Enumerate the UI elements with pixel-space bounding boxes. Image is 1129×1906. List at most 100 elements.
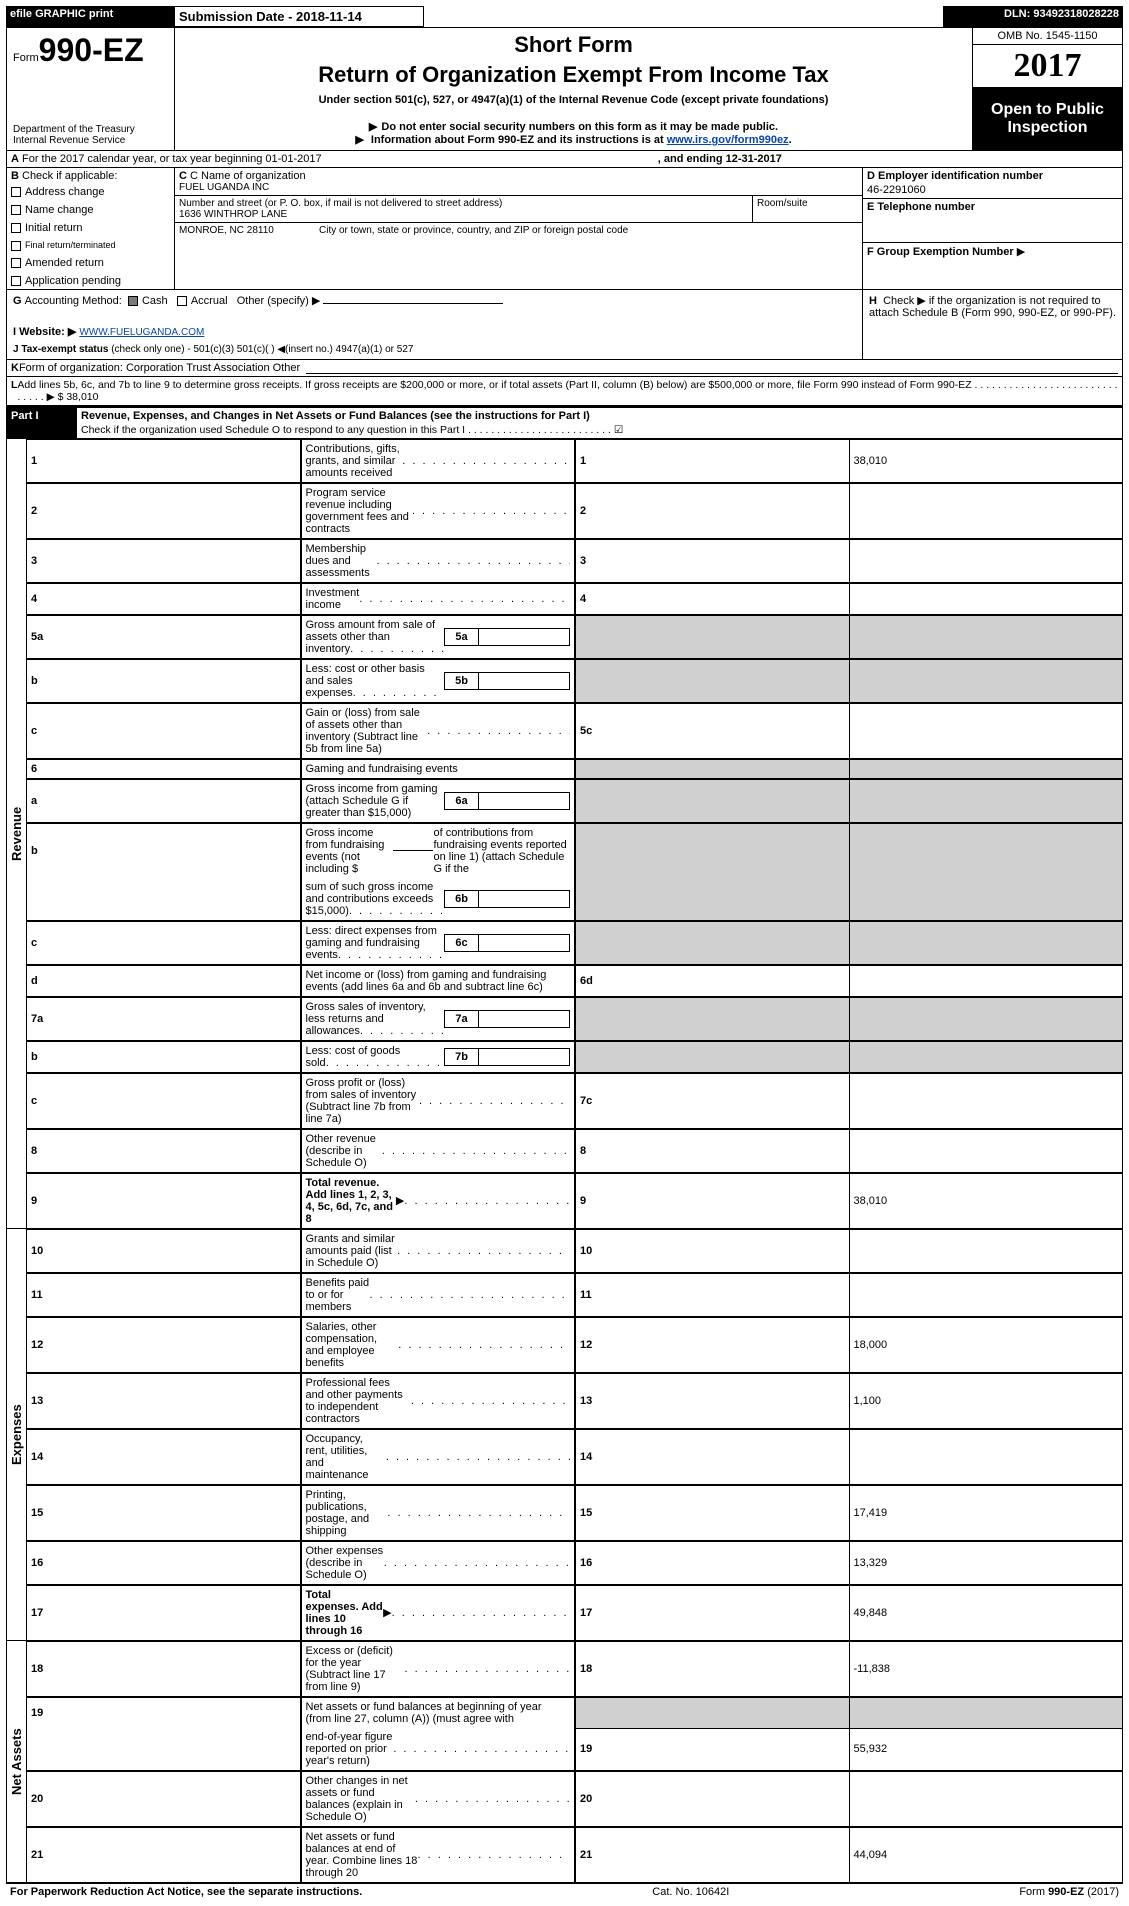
line-7b-val-gray — [850, 1041, 1124, 1073]
line-6b-amount-input[interactable] — [393, 850, 433, 851]
line-20-desc: Other changes in net assets or fund bala… — [306, 1775, 415, 1823]
footer-right: Form 990-EZ (2017) — [1019, 1886, 1119, 1898]
omb-number: OMB No. 1545-1150 — [973, 28, 1122, 45]
line-13-desc: Professional fees and other payments to … — [306, 1377, 411, 1425]
line-9-desc: Total revenue. Add lines 1, 2, 3, 4, 5c,… — [306, 1177, 396, 1225]
line-3-desc: Membership dues and assessments — [306, 543, 377, 579]
section-h: H Check ▶ if the organization is not req… — [862, 290, 1122, 359]
line-6b-no: b — [26, 823, 301, 878]
line-13-val: 1,100 — [850, 1373, 1124, 1429]
line-6b-desc-post: of contributions from fundraising events… — [433, 827, 570, 875]
line-6b-desc2: sum of such gross income and contributio… — [306, 881, 434, 917]
line-19-no: 19 — [26, 1697, 301, 1728]
line-7c-no: c — [26, 1073, 301, 1129]
section-k: K Form of organization: Corporation Trus… — [6, 360, 1123, 377]
checkbox-accrual[interactable] — [177, 296, 187, 306]
h-text: Check ▶ if the organization is not requi… — [869, 295, 1116, 319]
line-4-desc: Investment income — [306, 587, 360, 611]
line-5c-val — [850, 703, 1124, 759]
line-5a-midval — [479, 629, 569, 645]
line-6c-val-gray — [850, 921, 1124, 965]
checkbox-address-change[interactable]: Address change — [11, 186, 170, 198]
expenses-section: Expenses 10Grants and similar amounts pa… — [6, 1229, 1123, 1641]
line-17-desc: Total expenses. Add lines 10 through 16 — [306, 1589, 384, 1637]
line-6b-row2: sum of such gross income and contributio… — [26, 878, 1123, 921]
line-11-desc: Benefits paid to or for members — [306, 1277, 370, 1313]
section-f: F Group Exemption Number ▶ — [863, 243, 1122, 289]
label-a: A — [11, 153, 22, 165]
checkbox-cash[interactable] — [128, 296, 138, 306]
line-5b-lbl-gray — [575, 659, 850, 703]
line-19-row2: end-of-year figure reported on prior yea… — [26, 1728, 1123, 1771]
line-2-desc: Program service revenue including govern… — [306, 487, 412, 535]
line-6b-no2 — [26, 878, 301, 921]
line-2-lbl: 2 — [575, 483, 850, 539]
footer-right-pre: Form — [1019, 1886, 1048, 1898]
chk-lbl-final: Final return/terminated — [25, 240, 116, 250]
line-16-val: 13,329 — [850, 1541, 1124, 1585]
title-main: Return of Organization Exempt From Incom… — [181, 62, 966, 88]
chk-lbl-amended: Amended return — [25, 257, 104, 269]
line-6a-val-gray — [850, 779, 1124, 823]
line-17-lbl: 17 — [575, 1585, 850, 1641]
bullet-info: Information about Form 990-EZ and its in… — [181, 133, 966, 146]
line-6d-desc: Net income or (loss) from gaming and fun… — [306, 969, 571, 993]
line-12-val: 18,000 — [850, 1317, 1124, 1373]
line-3-val — [850, 539, 1124, 583]
line-3-lbl: 3 — [575, 539, 850, 583]
footer-mid: Cat. No. 10642I — [652, 1886, 729, 1898]
line-5b-midbox: 5b — [444, 672, 570, 690]
line-16: 16Other expenses (describe in Schedule O… — [26, 1541, 1123, 1585]
checkbox-amended-return[interactable]: Amended return — [11, 257, 170, 269]
website-link[interactable]: WWW.FUELUGANDA.COM — [79, 327, 204, 338]
line-21-no: 21 — [26, 1827, 301, 1883]
line-1-desc: Contributions, gifts, grants, and simila… — [306, 443, 403, 479]
line-19-desc2: end-of-year figure reported on prior yea… — [306, 1731, 394, 1767]
line-17-val: 49,848 — [850, 1585, 1124, 1641]
tax-year: 2017 — [973, 45, 1122, 88]
line-5a-desc: Gross amount from sale of assets other t… — [306, 619, 436, 655]
line-21-desc: Net assets or fund balances at end of ye… — [306, 1831, 418, 1879]
line-6c-midbox: 6c — [444, 934, 570, 952]
line-4-lbl: 4 — [575, 583, 850, 615]
instructions-link[interactable]: www.irs.gov/form990ez — [667, 134, 789, 146]
line-19-no2 — [26, 1728, 301, 1771]
efile-badge: efile GRAPHIC print — [6, 6, 174, 27]
part1-checknote: Check if the organization used Schedule … — [81, 424, 1118, 436]
g-other-input[interactable] — [323, 303, 503, 304]
line-10-no: 10 — [26, 1229, 301, 1273]
side-label-expenses: Expenses — [6, 1229, 26, 1641]
line-6a-midval — [479, 793, 569, 809]
line-5b-midval — [479, 673, 569, 689]
checkbox-initial-return[interactable]: Initial return — [11, 222, 170, 234]
line-6a-lbl-gray — [575, 779, 850, 823]
addr-label: Number and street (or P. O. box, if mail… — [179, 198, 748, 209]
line-13-no: 13 — [26, 1373, 301, 1429]
line-5c-lbl: 5c — [575, 703, 850, 759]
line-6-no: 6 — [26, 759, 301, 779]
line-8-desc: Other revenue (describe in Schedule O) — [306, 1133, 382, 1169]
chk-lbl-name: Name change — [25, 204, 94, 216]
open-line1: Open to Public — [979, 101, 1116, 119]
checkbox-final-return[interactable]: Final return/terminated — [11, 240, 170, 251]
section-i: I Website: ▶ WWW.FUELUGANDA.COM — [13, 325, 856, 338]
submission-date: Submission Date - 2018-11-14 — [174, 6, 424, 27]
k-other-input[interactable] — [306, 362, 1118, 374]
line-5c-no: c — [26, 703, 301, 759]
line-21-val: 44,094 — [850, 1827, 1124, 1883]
e-label: E Telephone number — [867, 201, 975, 213]
line-1: 1 Contributions, gifts, grants, and simi… — [26, 439, 1123, 483]
line-6-val-gray — [850, 759, 1124, 779]
line-16-lbl: 16 — [575, 1541, 850, 1585]
side-label-revenue: Revenue — [6, 439, 26, 1229]
checkbox-name-change[interactable]: Name change — [11, 204, 170, 216]
line-18-val: -11,838 — [850, 1641, 1124, 1697]
f-label: F Group Exemption Number — [867, 246, 1014, 258]
line-6-lbl-gray — [575, 759, 850, 779]
section-b-label: Check if applicable: — [22, 170, 117, 182]
checkbox-application-pending[interactable]: Application pending — [11, 275, 170, 287]
line-18-no: 18 — [26, 1641, 301, 1697]
netassets-section: Net Assets 18Excess or (deficit) for the… — [6, 1641, 1123, 1883]
line-10-val — [850, 1229, 1124, 1273]
addr-value: 1636 WINTHROP LANE — [179, 209, 748, 220]
